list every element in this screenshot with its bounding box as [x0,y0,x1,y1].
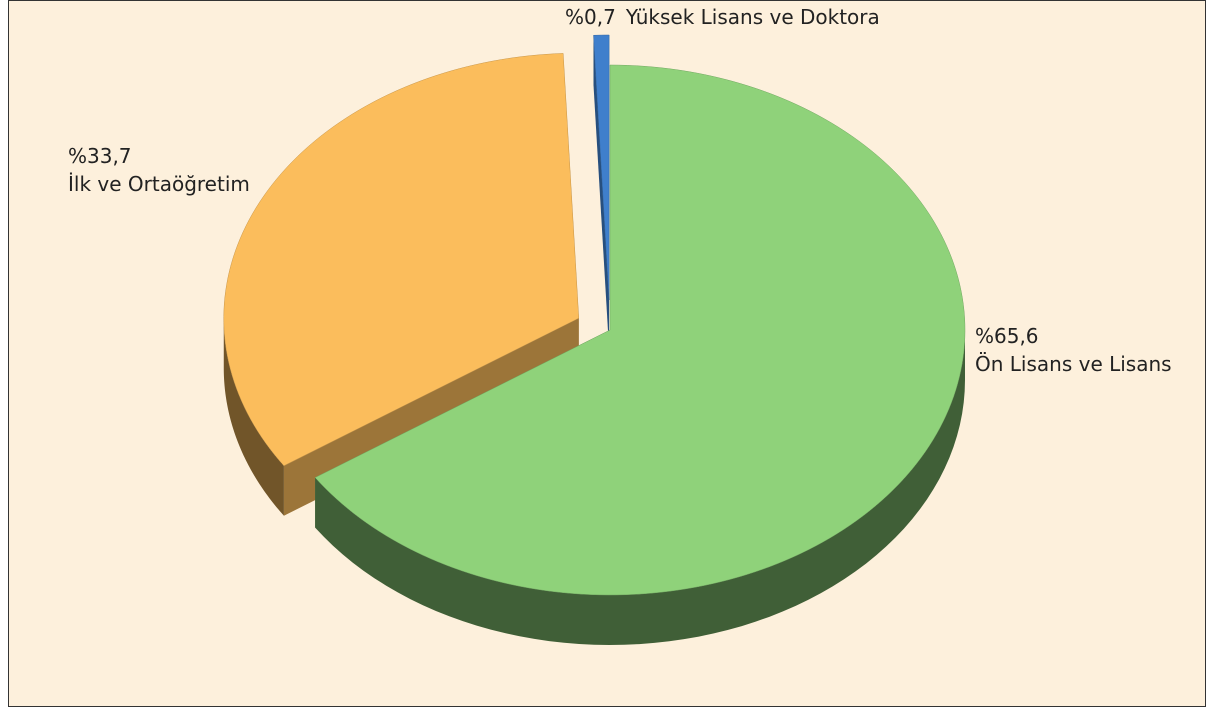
data-label: %0,7 Yüksek Lisans ve Doktora [565,5,880,29]
slice-top [314,64,966,596]
value-label: %65,6 [975,324,1039,348]
category-label: Yüksek Lisans ve Doktora [625,5,880,29]
slice-top [593,34,610,301]
data-label: %33,7 İlk ve Ortaöğretim [68,144,250,196]
slice-side [315,330,966,645]
category-label: İlk ve Ortaöğretim [68,172,250,196]
slice-wall [593,35,610,351]
slice [593,34,610,351]
data-label: %65,6 Ön Lisans ve Lisans [975,324,1172,376]
slice [314,64,966,645]
slice-side [223,318,284,516]
value-label: %0,7 [565,5,616,29]
slice-top [223,53,580,467]
category-label: Ön Lisans ve Lisans [975,352,1172,376]
value-label: %33,7 [68,144,132,168]
